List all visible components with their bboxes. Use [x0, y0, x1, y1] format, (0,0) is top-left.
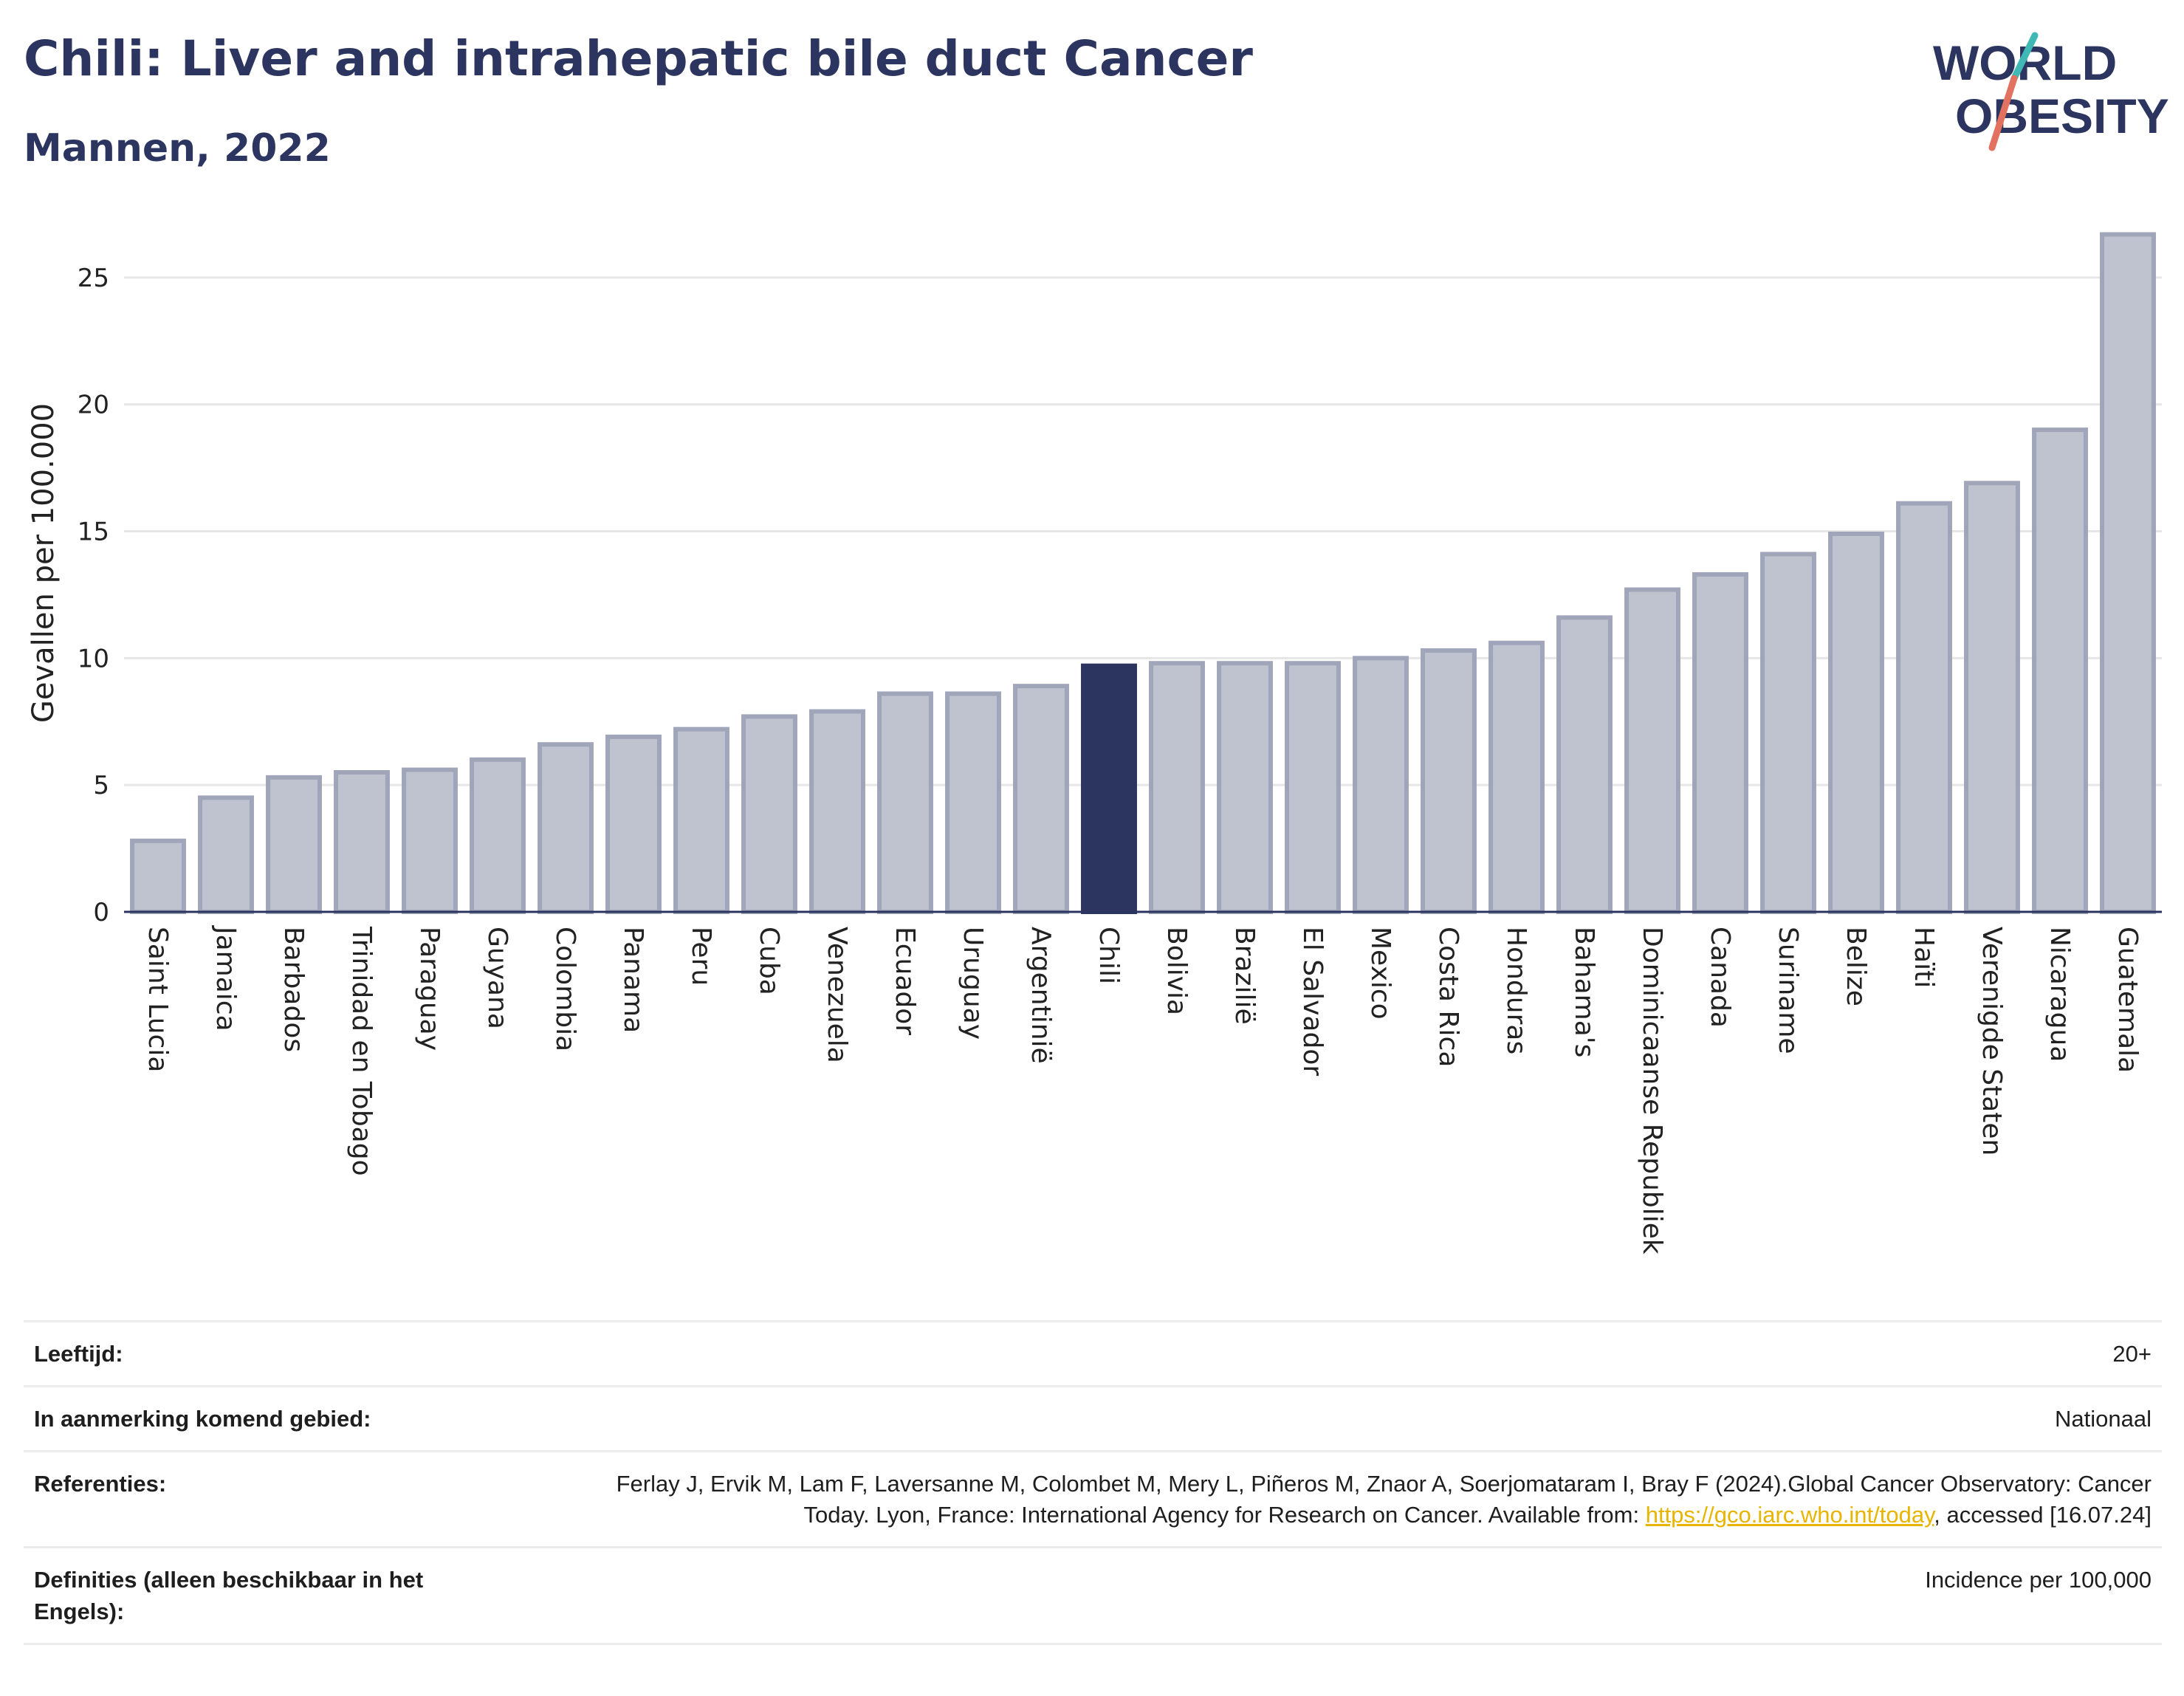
- info-row-references: Referenties: Ferlay J, Ervik M, Lam F, L…: [24, 1449, 2162, 1547]
- x-tick-label: Ecuador: [890, 927, 920, 1035]
- bar-guatemala[interactable]: [2100, 232, 2156, 915]
- chart-title: Chili: Liver and intrahepatic bile duct …: [24, 30, 1253, 87]
- info-row-age: Leeftijd: 20+: [24, 1320, 2162, 1385]
- x-tick-label: Honduras: [1501, 927, 1531, 1054]
- y-tick-label: 25: [78, 264, 109, 293]
- bar-belize[interactable]: [1828, 531, 1884, 914]
- x-tick-label: Colombia: [550, 927, 580, 1051]
- bar-verenigde-staten[interactable]: [1964, 481, 2020, 915]
- bar-peru[interactable]: [673, 727, 729, 915]
- bar-barbados[interactable]: [266, 775, 322, 915]
- x-tick-label: Trinidad en Tobago: [346, 926, 377, 1176]
- logo-slash-coral: [1988, 75, 2018, 151]
- bar-nicaragua[interactable]: [2032, 428, 2088, 915]
- logo-line-2: OBESITY: [1955, 89, 2169, 143]
- x-tick-label: Barbados: [278, 927, 309, 1052]
- x-tick-label: Dominicaanse Republiek: [1637, 927, 1667, 1254]
- x-tick-label: Chili: [1093, 927, 1124, 984]
- x-tick-label: Bolivia: [1161, 927, 1192, 1015]
- bar-argentini-[interactable]: [1013, 684, 1069, 914]
- y-tick-label: 10: [78, 644, 109, 673]
- bar-saint-lucia[interactable]: [130, 838, 186, 914]
- x-tick-label: Brazilië: [1229, 927, 1260, 1025]
- info-row-definitions: Definities (alleen beschikbaar in het En…: [24, 1546, 2162, 1645]
- bar-guyana[interactable]: [470, 757, 526, 914]
- y-tick-label: 5: [93, 771, 109, 800]
- bar-panama[interactable]: [605, 734, 662, 915]
- x-tick-label: Argentinië: [1026, 927, 1056, 1064]
- x-tick-label: Guatemala: [2112, 927, 2143, 1073]
- x-tick-label: Uruguay: [958, 927, 988, 1040]
- bar-bolivia[interactable]: [1149, 661, 1205, 915]
- bar-cuba[interactable]: [741, 714, 797, 915]
- references-value: Ferlay J, Ervik M, Lam F, Laversanne M, …: [564, 1469, 2152, 1532]
- y-tick-label: 15: [78, 518, 109, 547]
- x-tick-label: Guyana: [482, 927, 512, 1029]
- y-tick-label: 20: [78, 391, 109, 420]
- references-text: Ferlay J, Ervik M, Lam F, Laversanne M, …: [616, 1470, 2152, 1528]
- logo-slash-teal: [2010, 32, 2039, 82]
- references-link[interactable]: https://gco.iarc.who.int/today: [1645, 1502, 1934, 1528]
- x-tick-label: El Salvador: [1297, 927, 1328, 1076]
- info-table: Leeftijd: 20+ In aanmerking komend gebie…: [24, 1320, 2162, 1645]
- bar-dominicaanse-republiek[interactable]: [1624, 587, 1680, 915]
- x-tick-label: Peru: [686, 927, 716, 986]
- area-value: Nationaal: [2055, 1405, 2152, 1432]
- axes: 0 5 10 15 20 25 Gevallen per 100.000 Saint Luci…: [27, 264, 2162, 1254]
- x-tick-label: Jamaica: [210, 925, 241, 1031]
- bar-costa-rica[interactable]: [1421, 648, 1477, 915]
- references-accessed: , accessed [16.07.24]: [1934, 1502, 2152, 1528]
- area-label: In aanmerking komend gebied:: [34, 1405, 371, 1432]
- x-tick-label: Nicaragua: [2044, 927, 2075, 1062]
- bar-canada[interactable]: [1692, 571, 1748, 914]
- x-tick-label: Mexico: [1365, 927, 1395, 1020]
- bar-trinidad-en-tobago[interactable]: [334, 770, 390, 914]
- x-tick-label: Cuba: [754, 927, 784, 995]
- bar-chart: 0 5 10 15 20 25 Gevallen per 100.000 Saint Luci…: [27, 232, 2162, 1254]
- bar-bahama-s[interactable]: [1556, 615, 1613, 915]
- y-axis-label: Gevallen per 100.000: [27, 403, 61, 723]
- bar-ha-ti[interactable]: [1896, 501, 1952, 914]
- bar-mexico[interactable]: [1353, 656, 1409, 914]
- x-tick-label: Costa Rica: [1433, 927, 1463, 1067]
- grid-lines: [124, 276, 2162, 786]
- age-value: 20+: [2112, 1341, 2152, 1367]
- bar-jamaica[interactable]: [198, 795, 254, 915]
- bar-honduras[interactable]: [1488, 640, 1545, 915]
- bar-ecuador[interactable]: [877, 691, 933, 914]
- world-obesity-logo: WORLD OBESITY: [1933, 32, 2169, 151]
- bars: [130, 232, 2156, 915]
- age-label: Leeftijd:: [34, 1341, 123, 1367]
- x-tick-label: Venezuela: [822, 927, 852, 1063]
- bar-uruguay[interactable]: [945, 691, 1001, 914]
- definitions-value: Incidence per 100,000: [1925, 1567, 2152, 1593]
- bar-brazili-[interactable]: [1217, 661, 1273, 915]
- x-tick-label: Belize: [1841, 927, 1871, 1006]
- x-tick-label: Panama: [618, 927, 648, 1033]
- y-tick-label: 0: [93, 898, 109, 927]
- definitions-label: Definities (alleen beschikbaar in het En…: [34, 1567, 424, 1624]
- bar-chili[interactable]: [1081, 663, 1137, 914]
- bar-venezuela[interactable]: [809, 709, 865, 914]
- x-tick-label: Suriname: [1773, 927, 1803, 1054]
- x-tick-label: Verenigde Staten: [1977, 927, 2007, 1156]
- bar-paraguay[interactable]: [402, 767, 458, 915]
- x-tick-label: Canada: [1705, 927, 1735, 1028]
- x-tick-label: Bahama's: [1569, 927, 1599, 1057]
- bar-el-salvador[interactable]: [1285, 661, 1341, 915]
- x-tick-label: Paraguay: [414, 927, 444, 1051]
- chart-subtitle: Mannen, 2022: [24, 126, 331, 171]
- bar-colombia[interactable]: [538, 742, 594, 915]
- info-row-area: In aanmerking komend gebied: Nationaal: [24, 1384, 2162, 1450]
- x-tick-label: Haïti: [1909, 927, 1939, 988]
- bar-suriname[interactable]: [1760, 552, 1816, 914]
- x-tick-label: Saint Lucia: [142, 927, 173, 1072]
- references-label: Referenties:: [34, 1470, 167, 1497]
